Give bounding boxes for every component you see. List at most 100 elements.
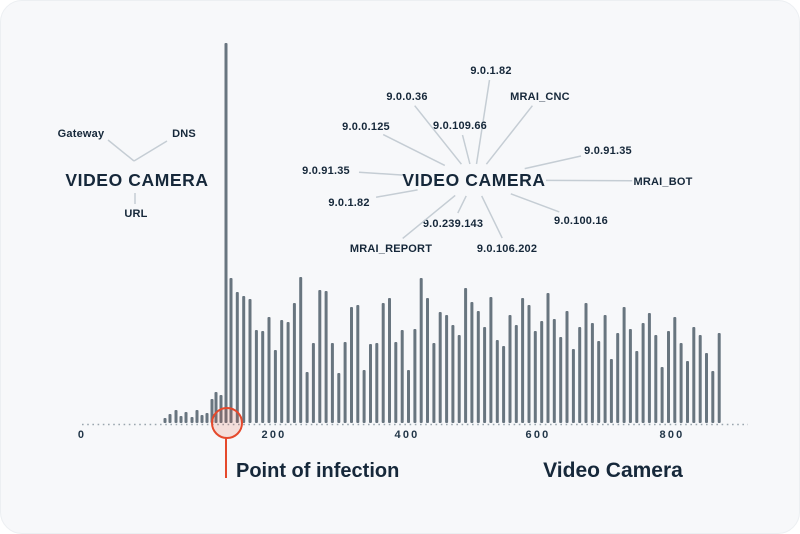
traffic-bar (597, 341, 601, 423)
traffic-bar (369, 344, 372, 423)
network-node-label: MRAI_BOT (633, 176, 692, 188)
traffic-bar (628, 329, 632, 423)
traffic-bar (195, 410, 199, 423)
traffic-bar (330, 343, 334, 423)
connector-line (375, 189, 418, 198)
traffic-bar (457, 335, 461, 423)
traffic-bar (717, 333, 721, 423)
x-tick-label: 800 (660, 429, 685, 441)
x-tick-label: 0 (78, 429, 86, 441)
traffic-bar (686, 361, 689, 423)
traffic-bar (635, 351, 639, 423)
x-tick-label: 200 (262, 429, 287, 441)
traffic-bar (205, 413, 209, 423)
network-node-label: 9.0.239.143 (423, 218, 483, 230)
traffic-bar (578, 327, 582, 423)
network-node-label: 9.0.109.66 (433, 120, 487, 132)
traffic-bar (667, 331, 670, 423)
traffic-bar (641, 323, 645, 423)
traffic-bar (311, 343, 315, 423)
infected-device-hub-label: VIDEO CAMERA (402, 170, 545, 190)
connector-line (133, 140, 168, 162)
traffic-bar (508, 315, 512, 423)
device-node-label: Gateway (58, 128, 105, 140)
traffic-bar (174, 410, 178, 423)
traffic-bar (679, 343, 683, 423)
connector-line (402, 194, 456, 239)
traffic-bar (533, 331, 537, 423)
traffic-bar (527, 305, 531, 423)
network-node-label: 9.0.0.125 (342, 121, 390, 133)
connector-line (107, 139, 135, 162)
network-node-label: 9.0.106.202 (477, 243, 537, 255)
x-tick-label: 400 (395, 429, 420, 441)
traffic-bar (388, 298, 391, 423)
traffic-bar (521, 298, 525, 423)
chart-axis-title: Video Camera (543, 459, 683, 482)
x-tick-label: 600 (526, 429, 551, 441)
traffic-bar (267, 317, 271, 423)
network-node-label: 9.0.1.82 (470, 65, 511, 77)
traffic-bar (190, 417, 194, 423)
traffic-bar (273, 350, 277, 423)
network-node-label: 9.0.1.82 (328, 197, 369, 209)
traffic-bar (381, 303, 385, 423)
traffic-bar (400, 330, 404, 423)
device-node-label: URL (124, 208, 147, 220)
traffic-bar (394, 342, 398, 423)
traffic-bar (476, 311, 480, 423)
traffic-bar (286, 322, 290, 423)
traffic-bar (692, 327, 696, 423)
traffic-bar (432, 343, 436, 423)
network-node-label: 9.0.91.35 (302, 165, 350, 177)
traffic-bar (179, 416, 183, 423)
traffic-bar (654, 335, 658, 423)
traffic-bar (540, 321, 544, 423)
traffic-bar (603, 315, 607, 423)
traffic-bar (419, 278, 423, 423)
connector-line (510, 193, 560, 213)
traffic-bar (705, 353, 708, 423)
traffic-bar (489, 297, 493, 423)
traffic-bar (546, 293, 550, 423)
network-node-label: 9.0.100.16 (554, 215, 608, 227)
traffic-bar (470, 302, 474, 423)
traffic-bar (343, 342, 347, 423)
traffic-bar (362, 370, 366, 423)
traffic-bar (483, 327, 487, 423)
traffic-bar (660, 367, 664, 423)
traffic-bar (337, 373, 341, 423)
clean-device-diagram: Gateway DNS URL (58, 128, 196, 220)
traffic-bar (552, 319, 556, 423)
traffic-bar-chart: 0 200 400 600 800 (78, 43, 748, 441)
traffic-bar (356, 305, 360, 423)
traffic-bar (254, 330, 258, 423)
traffic-bar (168, 414, 172, 423)
connector-line (382, 133, 446, 167)
connector-line (485, 105, 533, 165)
infected-device-diagram: 9.0.1.82 MRAI_CNC 9.0.0.36 9.0.0.125 9.0.109… (302, 65, 692, 255)
traffic-bar (299, 277, 303, 423)
traffic-bar (571, 349, 575, 423)
traffic-bar (565, 311, 569, 423)
connector-line (481, 195, 503, 239)
traffic-bar (261, 331, 265, 423)
traffic-bar (590, 323, 594, 423)
connector-line (358, 171, 406, 177)
traffic-bar (200, 415, 204, 423)
traffic-bar (184, 412, 188, 423)
connector-line (414, 105, 462, 165)
traffic-bar (698, 335, 702, 423)
traffic-bar (464, 288, 468, 423)
traffic-bar (514, 325, 518, 423)
traffic-bar (248, 299, 252, 423)
network-node-label: MRAI_CNC (510, 91, 570, 103)
traffic-bar (559, 337, 563, 423)
connector-line (475, 79, 491, 165)
traffic-bar (242, 296, 246, 423)
traffic-bar (280, 320, 284, 423)
traffic-bar (584, 303, 588, 423)
traffic-bar (292, 303, 296, 423)
